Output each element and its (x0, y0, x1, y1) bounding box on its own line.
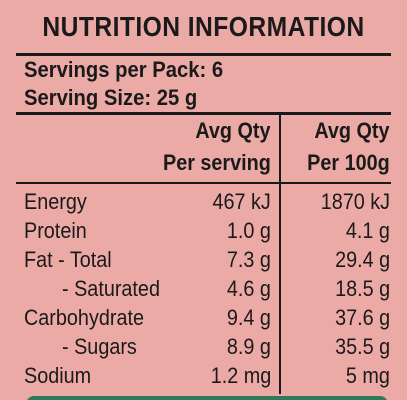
nutrient-row-carbohydrate: Carbohydrate 9.4 g 37.6 g (0, 303, 407, 332)
rule-under-serving-info (16, 112, 391, 115)
per-100g-value: 35.5 g (334, 334, 390, 359)
nutrient-row-energy: Energy 467 kJ 1870 kJ (0, 187, 407, 216)
per-serving-header-line1: Avg Qty (195, 118, 271, 143)
nutrient-name: Energy (24, 189, 87, 214)
nutrient-name: Protein (24, 218, 87, 243)
nutrient-name: Carbohydrate (24, 305, 144, 330)
per-100g-value: 29.4 g (334, 247, 390, 272)
per-serving-value: 1.2 mg (210, 363, 271, 388)
per-100g-header-line2: Per 100g (307, 150, 390, 175)
nutrient-name: - Sugars (62, 334, 137, 359)
nutrient-row-protein: Protein 1.0 g 4.1 g (0, 216, 407, 245)
nutrient-name: - Saturated (62, 276, 160, 301)
per-100g-value: 4.1 g (345, 218, 390, 243)
nutrition-title: NUTRITION INFORMATION (42, 11, 365, 42)
rule-under-title (16, 53, 391, 56)
per-100g-value: 37.6 g (334, 305, 390, 330)
nutrient-row-sugars: - Sugars 8.9 g 35.5 g (0, 332, 407, 361)
per-serving-value: 467 kJ (212, 189, 271, 214)
servings-per-pack: Servings per Pack: 6 (24, 57, 224, 82)
per-100g-value: 18.5 g (334, 276, 390, 301)
per-serving-value: 4.6 g (226, 276, 271, 301)
header-column-divider (279, 114, 281, 182)
per-100g-header-line1: Avg Qty (314, 118, 390, 143)
serving-size: Serving Size: 25 g (24, 85, 198, 110)
body-column-divider (279, 184, 281, 394)
nutrient-row-saturated: - Saturated 4.6 g 18.5 g (0, 274, 407, 303)
per-100g-value: 5 mg (345, 363, 390, 388)
per-100g-value: 1870 kJ (320, 189, 390, 214)
package-edge-strip (26, 396, 388, 400)
per-serving-header-line2: Per serving (163, 150, 271, 175)
nutrient-row-sodium: Sodium 1.2 mg 5 mg (0, 361, 407, 390)
per-serving-value: 1.0 g (226, 218, 271, 243)
per-serving-value: 8.9 g (226, 334, 271, 359)
nutrient-name: Sodium (24, 363, 92, 388)
nutrient-row-fat-total: Fat - Total 7.3 g 29.4 g (0, 245, 407, 274)
per-serving-value: 9.4 g (226, 305, 271, 330)
per-serving-value: 7.3 g (226, 247, 271, 272)
rule-under-headers (16, 182, 391, 184)
nutrient-name: Fat - Total (24, 247, 112, 272)
